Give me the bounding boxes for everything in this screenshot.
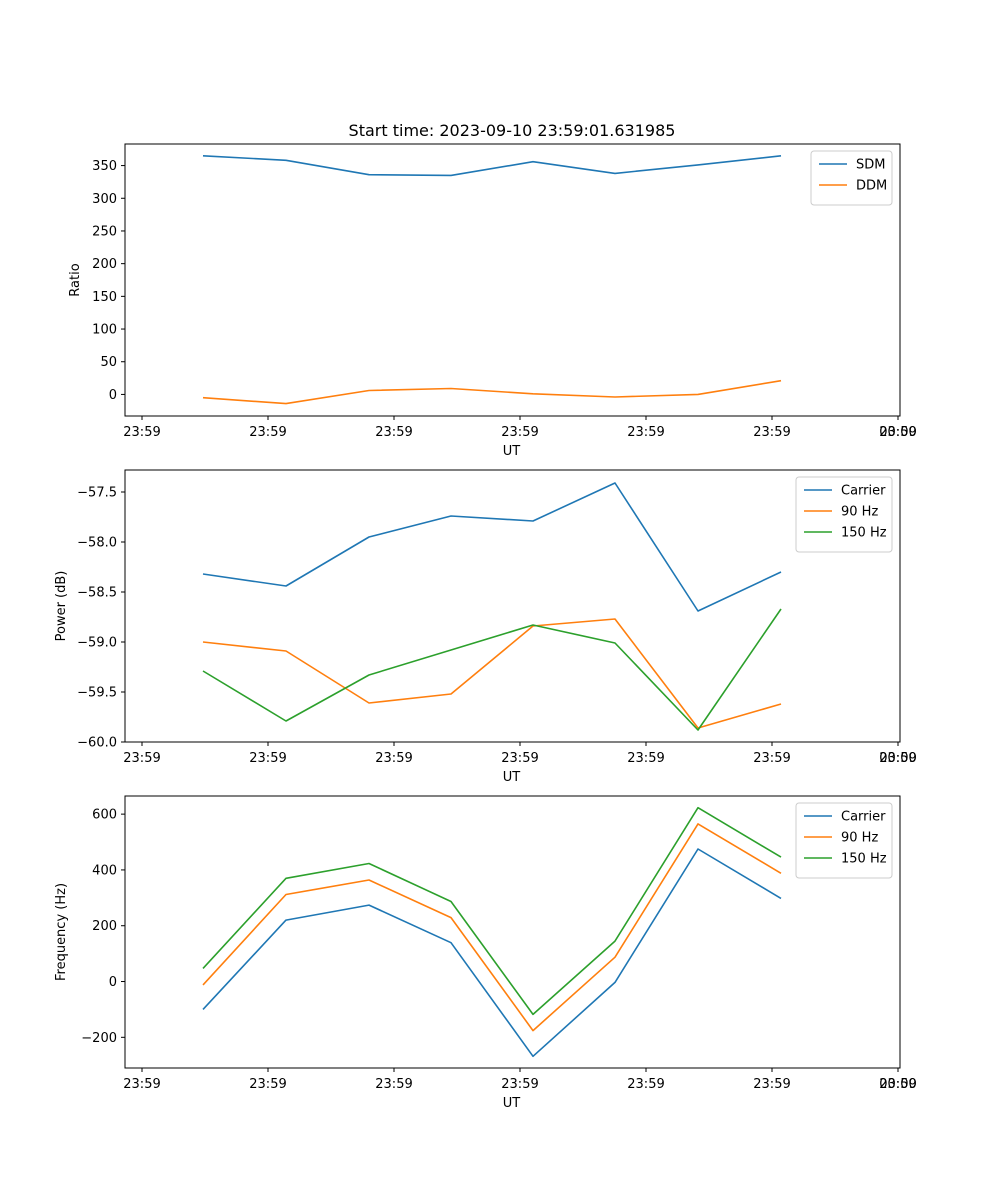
- chart-panel-2: −60.0 −59.5 −59.0 −58.5 −58.0 −57.5 23:59 23:59…: [54, 469, 917, 785]
- y-axis-label: Power (dB): [54, 571, 69, 642]
- y-tick-label: 300: [92, 192, 117, 207]
- x-tick-label: 23:59: [249, 1077, 286, 1092]
- x-tick-label: 23:59: [753, 425, 790, 440]
- legend: SDM DDM: [810, 150, 893, 206]
- plot-area-frame: [124, 795, 901, 1069]
- x-tick-label: 23:59: [879, 751, 916, 766]
- series-line-150-hz: [202, 806, 782, 1016]
- legend-label: 150 Hz: [841, 526, 887, 541]
- x-tick-label: 23:59: [753, 1077, 790, 1092]
- series-line-carrier: [202, 848, 782, 1058]
- y-tick-label: 100: [92, 323, 117, 338]
- y-tick-label: −59.5: [77, 686, 117, 701]
- series-line-90-hz: [202, 823, 782, 1032]
- x-tick-label: 23:59: [879, 1077, 916, 1092]
- legend-box: [795, 476, 893, 553]
- y-axis-label: Ratio: [68, 263, 83, 296]
- x-axis-label: UT: [503, 444, 521, 459]
- y-tick-label: −200: [81, 1031, 117, 1046]
- y-tick-label: −58.5: [77, 586, 117, 601]
- x-tick-label: 23:59: [501, 751, 538, 766]
- y-tick-label: 600: [92, 808, 117, 823]
- legend-label: Carrier: [841, 810, 886, 825]
- y-tick-label: 0: [109, 388, 117, 403]
- x-tick-label: 23:59: [627, 751, 664, 766]
- x-tick-label: 23:59: [123, 1077, 160, 1092]
- legend: Carrier 90 Hz 150 Hz: [795, 802, 893, 879]
- x-tick-label: 23:59: [879, 425, 916, 440]
- x-tick-label: 00:00: [879, 1077, 916, 1092]
- figure-title: Start time: 2023-09-10 23:59:01.631985: [349, 121, 676, 140]
- y-tick-label: 50: [100, 355, 117, 370]
- y-tick-label: 250: [92, 224, 117, 239]
- y-tick-label: 150: [92, 290, 117, 305]
- y-tick-label: −59.0: [77, 636, 117, 651]
- series-line-150-hz: [202, 608, 782, 731]
- x-tick-label: 23:59: [753, 751, 790, 766]
- y-tick-label: −57.5: [77, 486, 117, 501]
- legend-box: [795, 802, 893, 879]
- chart-panel-1: 0 50 100 150 200 250 300 350 23:59 23:59 23:59 23:5…: [68, 143, 917, 459]
- x-axis-label: UT: [503, 770, 521, 785]
- x-tick-label: 23:59: [627, 425, 664, 440]
- x-tick-label: 23:59: [375, 751, 412, 766]
- y-tick-label: −60.0: [77, 736, 117, 751]
- legend-label: 90 Hz: [841, 831, 878, 846]
- panels: 0 50 100 150 200 250 300 350 23:59 23:59 23:59 23:5…: [54, 143, 917, 1111]
- y-tick-label: −58.0: [77, 536, 117, 551]
- legend-label: Carrier: [841, 484, 886, 499]
- legend: Carrier 90 Hz 150 Hz: [795, 476, 893, 553]
- y-tick-label: 200: [92, 919, 117, 934]
- x-tick-label: 00:00: [879, 425, 916, 440]
- y-tick-label: 350: [92, 159, 117, 174]
- legend-label: 150 Hz: [841, 852, 887, 867]
- x-axis-label: UT: [503, 1096, 521, 1111]
- y-tick-label: 0: [109, 975, 117, 990]
- legend-label: DDM: [856, 179, 887, 194]
- x-tick-label: 00:00: [879, 751, 916, 766]
- series-line-90-hz: [202, 618, 782, 729]
- x-tick-label: 23:59: [249, 751, 286, 766]
- x-tick-label: 23:59: [627, 1077, 664, 1092]
- plot-area-frame: [124, 143, 901, 417]
- y-axis-label: Frequency (Hz): [54, 883, 69, 981]
- y-tick-label: 400: [92, 863, 117, 878]
- y-tick-label: 200: [92, 257, 117, 272]
- x-tick-label: 23:59: [501, 1077, 538, 1092]
- x-tick-label: 23:59: [123, 425, 160, 440]
- legend-label: SDM: [856, 158, 885, 173]
- series-line-carrier: [202, 482, 782, 612]
- series-line-ddm: [202, 379, 782, 405]
- series-line-sdm: [202, 155, 782, 177]
- x-tick-label: 23:59: [249, 425, 286, 440]
- x-tick-label: 23:59: [123, 751, 160, 766]
- x-tick-label: 23:59: [375, 1077, 412, 1092]
- legend-label: 90 Hz: [841, 505, 878, 520]
- x-tick-label: 23:59: [501, 425, 538, 440]
- x-tick-label: 23:59: [375, 425, 412, 440]
- plot-area-frame: [124, 469, 901, 743]
- chart-panel-3: −200 0 200 400 600 23:59 23:59 23:59 23:59 23:59 2…: [54, 795, 917, 1111]
